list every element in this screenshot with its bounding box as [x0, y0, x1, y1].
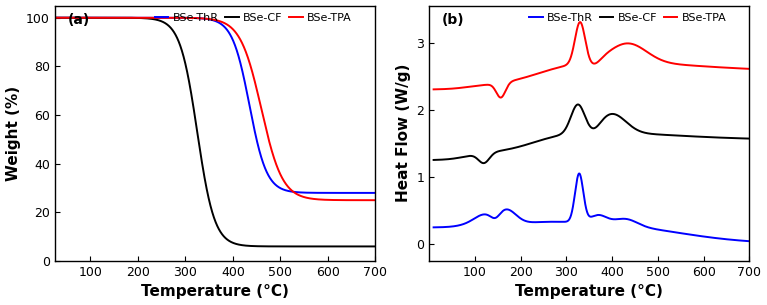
BSe-CF	[173, 38, 183, 41]
Line: BSe-CF: BSe-CF	[55, 18, 375, 246]
BSe-ThR	[564, 219, 573, 222]
BSe-TPA	[465, 85, 474, 88]
BSe-CF	[574, 103, 583, 106]
BSe-ThR	[173, 16, 183, 20]
Legend: BSe-ThR, BSe-CF, BSe-TPA: BSe-ThR, BSe-CF, BSe-TPA	[150, 9, 357, 27]
BSe-CF	[465, 154, 474, 158]
BSe-CF	[51, 16, 60, 20]
Text: (b): (b)	[442, 13, 465, 27]
BSe-ThR	[465, 220, 474, 223]
Legend: BSe-ThR, BSe-CF, BSe-TPA: BSe-ThR, BSe-CF, BSe-TPA	[525, 9, 731, 27]
BSe-CF	[479, 161, 488, 165]
BSe-TPA	[370, 198, 380, 202]
BSe-CF	[364, 245, 374, 248]
BSe-TPA	[330, 198, 339, 202]
BSe-CF	[370, 245, 380, 248]
BSe-TPA	[106, 16, 115, 20]
BSe-ThR	[429, 225, 438, 229]
BSe-TPA	[705, 65, 714, 69]
BSe-ThR	[330, 191, 339, 195]
BSe-ThR	[364, 191, 374, 195]
Text: (a): (a)	[67, 13, 90, 27]
BSe-CF	[87, 16, 96, 20]
BSe-CF	[330, 245, 339, 248]
X-axis label: Temperature (°C): Temperature (°C)	[515, 285, 663, 300]
Line: BSe-TPA: BSe-TPA	[433, 22, 749, 98]
Y-axis label: Heat Flow (W/g): Heat Flow (W/g)	[396, 64, 410, 203]
BSe-ThR	[705, 235, 714, 239]
BSe-TPA	[484, 83, 493, 87]
BSe-TPA	[87, 16, 96, 20]
BSe-TPA	[745, 67, 754, 71]
BSe-TPA	[550, 66, 559, 70]
BSe-ThR	[51, 16, 60, 20]
BSe-CF	[187, 94, 196, 98]
BSe-CF	[550, 135, 559, 138]
BSe-ThR	[574, 172, 584, 175]
BSe-CF	[705, 135, 714, 139]
BSe-TPA	[364, 198, 374, 202]
Y-axis label: Weight (%): Weight (%)	[5, 86, 21, 181]
BSe-ThR	[739, 239, 748, 242]
BSe-ThR	[550, 220, 559, 224]
BSe-ThR	[370, 191, 380, 195]
BSe-TPA	[187, 16, 196, 20]
BSe-CF	[739, 137, 748, 140]
Line: BSe-ThR: BSe-ThR	[55, 18, 375, 193]
BSe-ThR	[87, 16, 96, 20]
BSe-TPA	[496, 96, 505, 99]
Line: BSe-CF: BSe-CF	[433, 105, 749, 163]
BSe-TPA	[51, 16, 60, 20]
Line: BSe-ThR: BSe-ThR	[433, 174, 749, 241]
BSe-CF	[484, 158, 493, 161]
BSe-ThR	[484, 214, 493, 217]
Line: BSe-TPA: BSe-TPA	[55, 18, 375, 200]
BSe-CF	[745, 137, 754, 140]
BSe-ThR	[187, 16, 196, 20]
BSe-ThR	[106, 16, 115, 20]
BSe-TPA	[739, 67, 748, 70]
X-axis label: Temperature (°C): Temperature (°C)	[141, 285, 289, 300]
BSe-CF	[429, 158, 438, 162]
BSe-ThR	[745, 239, 754, 243]
BSe-TPA	[575, 20, 584, 24]
BSe-CF	[106, 16, 115, 20]
BSe-TPA	[173, 16, 183, 20]
BSe-TPA	[564, 60, 573, 64]
BSe-TPA	[429, 88, 438, 91]
BSe-CF	[564, 121, 573, 124]
